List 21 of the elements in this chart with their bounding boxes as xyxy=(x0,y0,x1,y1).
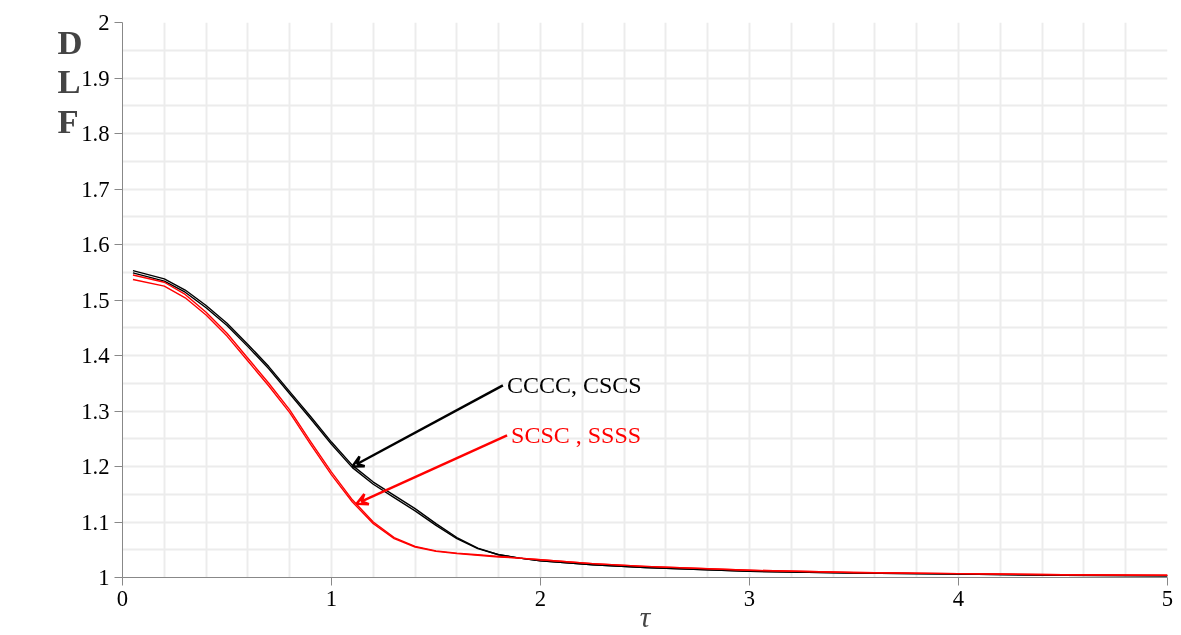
x-tick-label: 4 xyxy=(952,585,965,611)
y-tick-label: 1.7 xyxy=(81,176,110,202)
x-tick-label: 3 xyxy=(743,585,756,611)
y-tick-label: 1.8 xyxy=(81,121,110,146)
annotation: CCCC, CSCS xyxy=(506,372,642,399)
y-tick-label: 1.1 xyxy=(81,509,110,535)
x-tick-label: 0 xyxy=(116,585,129,611)
y-tick-label: 1.2 xyxy=(81,454,110,479)
y-tick-label: 1.9 xyxy=(81,65,110,91)
y-tick-label: 2 xyxy=(98,10,110,35)
y-tick-label: 1.5 xyxy=(81,287,110,313)
x-axis-title: τ xyxy=(639,600,652,633)
y-tick-label: 1 xyxy=(98,565,110,590)
x-tick-label: 5 xyxy=(1161,585,1174,611)
x-tick-label: 1 xyxy=(325,585,338,611)
y-tick-label: 1.3 xyxy=(81,398,110,424)
x-tick-label: 2 xyxy=(534,585,547,611)
y-axis-title: DLF xyxy=(57,22,83,141)
y-tick-label: 1.4 xyxy=(81,343,110,368)
y-tick-label: 1.6 xyxy=(81,232,110,257)
annotation: SCSC , SSSS xyxy=(511,422,642,449)
